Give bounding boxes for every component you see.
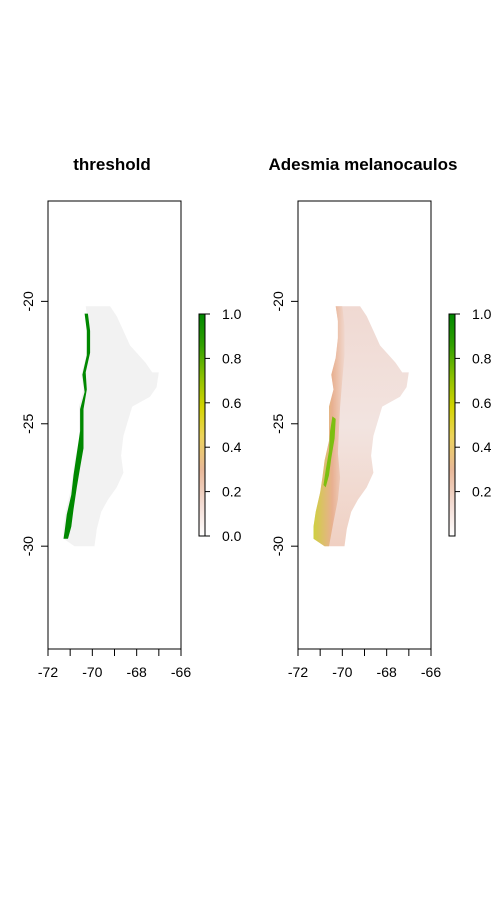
colorbar-tick-label: 1.0 xyxy=(472,306,492,322)
y-tick-label: -20 xyxy=(270,291,286,311)
presence-band xyxy=(63,313,91,539)
y-tick-label: -30 xyxy=(270,536,286,556)
y-tick-label: -20 xyxy=(20,291,36,311)
x-tick-label: -66 xyxy=(171,664,191,680)
colorbar-legend: 0.2 0.4 0.6 0.8 1.0 xyxy=(448,306,492,537)
colorbar-tick-label: 1.0 xyxy=(222,306,242,322)
x-tick-label: -68 xyxy=(127,664,147,680)
y-tick-label: -25 xyxy=(270,413,286,433)
x-tick-label: -68 xyxy=(377,664,397,680)
map-panel-threshold: threshold-72 -70 -68 -66-20-25-300.00.20.40… xyxy=(20,155,242,680)
colorbar-tick-label: 0.2 xyxy=(222,484,242,500)
colorbar-tick-label: 0.4 xyxy=(472,439,492,455)
colorbar-tick-label: 0.8 xyxy=(222,350,242,366)
x-tick-label: -72 xyxy=(38,664,58,680)
suitability-high-strip xyxy=(323,416,336,488)
colorbar-tick-label: 0.6 xyxy=(472,395,492,411)
chart-title: threshold xyxy=(73,155,150,174)
colorbar xyxy=(198,313,206,537)
x-tick-label: -70 xyxy=(332,664,352,680)
suitability-coast xyxy=(313,306,345,547)
land-area xyxy=(63,306,159,547)
colorbar-tick-label: 0.6 xyxy=(222,395,242,411)
colorbar-tick-label: 0.0 xyxy=(222,528,242,544)
x-tick-label: -66 xyxy=(421,664,441,680)
colorbar xyxy=(448,313,456,537)
y-tick-label: -25 xyxy=(20,413,36,433)
x-tick-label: -72 xyxy=(288,664,308,680)
colorbar-tick-label: 0.8 xyxy=(472,350,492,366)
colorbar-legend: 0.0 0.2 0.4 0.6 0.8 1.0 xyxy=(198,306,242,544)
chart-title: Adesmia melanocaulos xyxy=(269,155,458,174)
y-tick-label: -30 xyxy=(20,536,36,556)
x-tick-label: -70 xyxy=(82,664,102,680)
colorbar-tick-label: 0.4 xyxy=(222,439,242,455)
map-panel-adesmia-melanocaulos: Adesmia melanocaulos -72 -70 -68 -66 -20 -25 -3… xyxy=(269,155,492,680)
colorbar-tick-label: 0.2 xyxy=(472,484,492,500)
